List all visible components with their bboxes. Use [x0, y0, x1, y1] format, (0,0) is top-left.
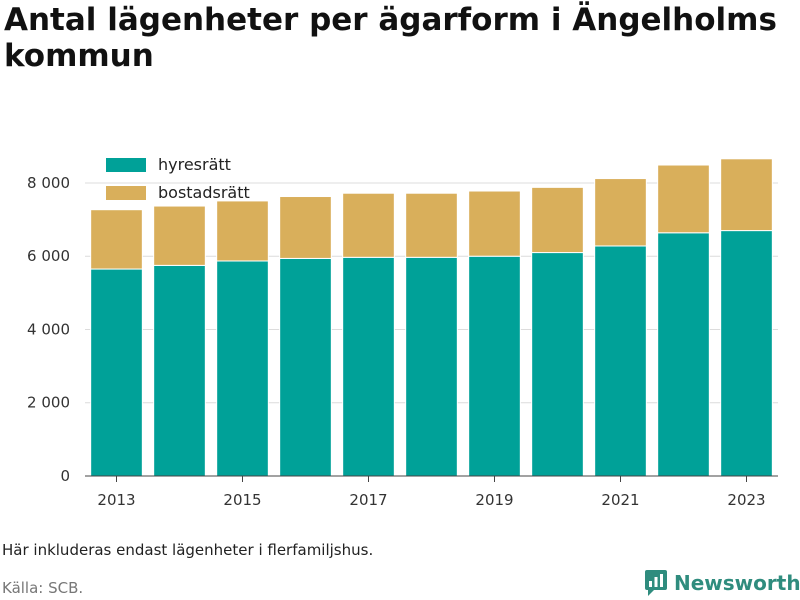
legend: hyresrätt bostadsrätt: [106, 155, 250, 202]
bar-bostadsratt-2016: [279, 196, 332, 259]
source-text: Källa: SCB.: [2, 579, 84, 597]
bar-bostadsratt-2023: [720, 158, 773, 232]
bar-bostadsratt-2017: [342, 192, 395, 258]
bar-bostadsratt-2015: [216, 200, 269, 262]
bar-bostadsratt-2013: [90, 209, 143, 270]
legend-swatch-bostadsratt: [106, 186, 146, 200]
bar-hyresratt-2021: [594, 245, 647, 477]
bar-hyresratt-2013: [90, 268, 143, 477]
x-tick-label: 2015: [223, 491, 261, 509]
bar-hyresratt-2018: [405, 256, 458, 477]
y-tick-label: 6 000: [27, 247, 70, 265]
legend-label-bostadsratt: bostadsrätt: [158, 183, 250, 202]
bar-bostadsratt-2019: [468, 190, 521, 257]
bar-hyresratt-2019: [468, 255, 521, 477]
x-tick-label: 2017: [349, 491, 387, 509]
bar-bostadsratt-2021: [594, 178, 647, 247]
x-tick-label: 2013: [97, 491, 135, 509]
bar-hyresratt-2015: [216, 260, 269, 477]
y-tick-label: 0: [60, 467, 70, 485]
bar-hyresratt-2020: [531, 252, 584, 477]
chart-note: Här inkluderas endast lägenheter i flerf…: [2, 541, 374, 559]
bar-bostadsratt-2020: [531, 186, 584, 254]
newsworthy-logo-text: Newsworthy: [674, 571, 800, 595]
bar-hyresratt-2023: [720, 230, 773, 477]
bars: [90, 158, 773, 477]
y-tick-label: 2 000: [27, 394, 70, 412]
bar-hyresratt-2014: [153, 264, 206, 477]
legend-swatch-hyresratt: [106, 158, 146, 172]
axes: 0 2 000 4 000 6 000 8 000 2013 2015 2017 2019 202…: [27, 174, 778, 509]
newsworthy-logo-icon: [645, 570, 667, 596]
y-tick-label: 8 000: [27, 174, 70, 192]
x-tick-label: 2023: [727, 491, 765, 509]
y-tick-label: 4 000: [27, 320, 70, 338]
legend-label-hyresratt: hyresrätt: [158, 155, 231, 174]
bar-hyresratt-2022: [657, 232, 710, 477]
bar-hyresratt-2017: [342, 256, 395, 477]
x-tick-label: 2021: [601, 491, 639, 509]
newsworthy-logo[interactable]: Newsworthy: [645, 570, 800, 596]
x-tick-label: 2019: [475, 491, 513, 509]
bar-bostadsratt-2018: [405, 192, 458, 258]
bar-hyresratt-2016: [279, 257, 332, 477]
bar-bostadsratt-2022: [657, 164, 710, 234]
chart-title: Antal lägenheter per ägarform i Ängelhol…: [4, 2, 777, 74]
bar-bostadsratt-2014: [153, 205, 206, 266]
